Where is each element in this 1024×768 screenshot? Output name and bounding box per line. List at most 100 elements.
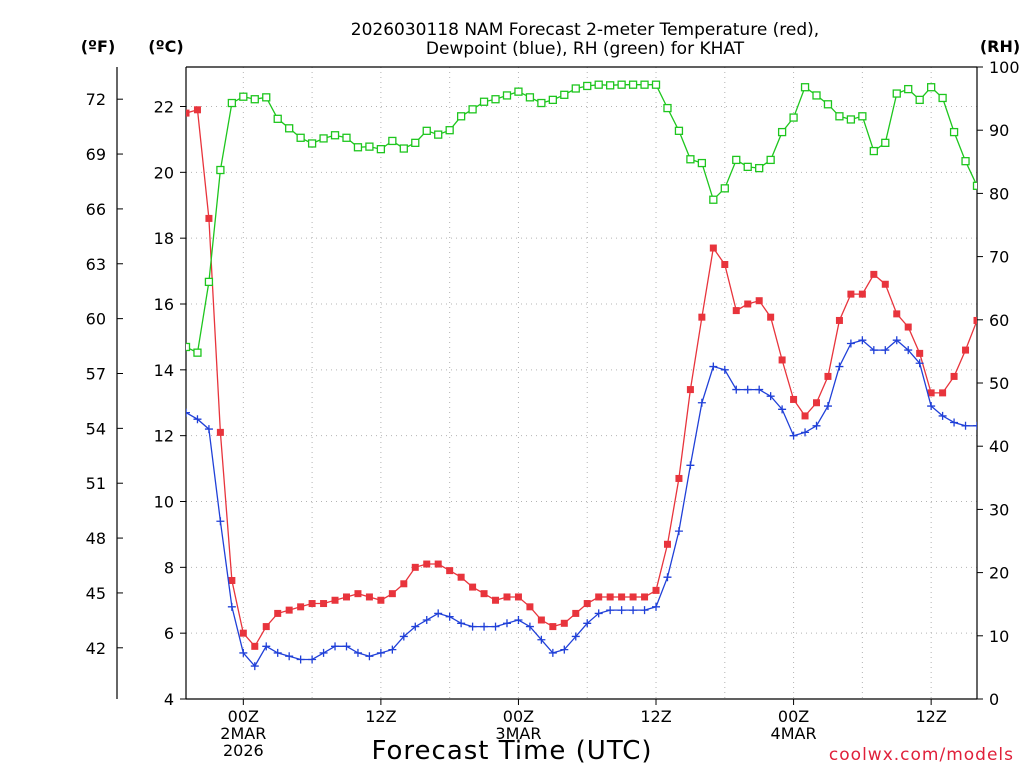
rh-point bbox=[353, 143, 363, 152]
rh-point bbox=[468, 105, 477, 114]
x-tick-label: 4MAR bbox=[771, 724, 817, 743]
rh-point bbox=[709, 195, 718, 204]
dewpoint-point bbox=[720, 365, 729, 374]
x-tick-label: 12Z bbox=[640, 707, 671, 726]
celsius-tick-label: 20 bbox=[154, 163, 174, 182]
dewpoint-point bbox=[766, 392, 775, 401]
rh-point bbox=[663, 103, 672, 113]
dewpoint-point bbox=[686, 461, 695, 470]
dewpoint-point bbox=[537, 635, 546, 644]
temperature-point bbox=[537, 616, 545, 624]
dewpoint-point bbox=[457, 619, 466, 628]
dewpoint-point bbox=[663, 573, 672, 582]
rh-point bbox=[239, 92, 248, 101]
rh-point bbox=[285, 124, 294, 133]
dewpoint-point bbox=[927, 402, 936, 411]
rh-point bbox=[514, 87, 523, 96]
x-tick-label: 12Z bbox=[365, 707, 396, 726]
dewpoint-point bbox=[514, 616, 523, 624]
temperature-point bbox=[927, 389, 935, 397]
dewpoint-point bbox=[950, 418, 959, 427]
dewpoint-point bbox=[273, 648, 282, 657]
temperature-point bbox=[480, 590, 488, 598]
dewpoint-point bbox=[353, 648, 362, 657]
dewpoint-point bbox=[915, 359, 924, 368]
temperature-point bbox=[492, 596, 500, 604]
rh-point bbox=[560, 90, 569, 99]
rh-tick-label: 0 bbox=[989, 690, 999, 709]
rh-point bbox=[846, 115, 856, 124]
rh-point bbox=[651, 80, 661, 89]
rh-point bbox=[628, 80, 638, 89]
dewpoint-point bbox=[961, 421, 970, 430]
rh-point bbox=[789, 113, 798, 122]
temperature-point bbox=[675, 474, 683, 482]
dewpoint-point bbox=[548, 648, 557, 657]
rh-point bbox=[812, 91, 821, 100]
dewpoint-point bbox=[560, 645, 569, 654]
temperature-point bbox=[996, 238, 1003, 245]
fahrenheit-tick-label: 72 bbox=[86, 90, 106, 109]
temperature-point bbox=[767, 313, 775, 321]
dewpoint-point bbox=[858, 336, 867, 345]
temperature-point bbox=[285, 606, 293, 614]
temperature-point bbox=[388, 590, 396, 598]
rh-point bbox=[445, 126, 454, 135]
temperature-point bbox=[583, 600, 591, 608]
temperature-point bbox=[572, 609, 580, 617]
rh-point bbox=[342, 133, 351, 142]
temperature-point bbox=[1019, 212, 1024, 219]
dewpoint-point bbox=[296, 655, 305, 664]
rh-point bbox=[697, 158, 707, 168]
rh-point bbox=[434, 130, 443, 139]
celsius-tick-label: 14 bbox=[154, 361, 174, 380]
temperature-point bbox=[663, 540, 671, 548]
temperature-point bbox=[411, 563, 419, 571]
temperature-point bbox=[216, 428, 224, 436]
rh-point bbox=[617, 80, 626, 89]
celsius-tick-label: 8 bbox=[164, 558, 174, 577]
dewpoint-point bbox=[904, 346, 913, 355]
rh-tick-label: 100 bbox=[989, 58, 1020, 77]
fahrenheit-tick-label: 45 bbox=[86, 584, 106, 603]
rh-tick-label: 30 bbox=[989, 500, 1009, 519]
dewpoint-point bbox=[697, 398, 706, 407]
temperature-point bbox=[595, 593, 603, 601]
temperature-point bbox=[560, 619, 568, 627]
series-group bbox=[186, 80, 1024, 671]
dewpoint-point bbox=[571, 632, 580, 641]
rh-point bbox=[686, 155, 695, 164]
temperature-point bbox=[1008, 205, 1015, 212]
celsius-tick-label: 18 bbox=[154, 229, 174, 248]
rh-tick-label: 60 bbox=[989, 311, 1009, 330]
rh-tick-label: 80 bbox=[989, 184, 1009, 203]
dewpoint-point bbox=[594, 609, 603, 618]
temperature-point bbox=[744, 300, 752, 308]
dewpoint-point bbox=[996, 422, 1004, 430]
x-axis-title: Forecast Time (UTC) bbox=[371, 736, 652, 766]
chart-title-line-1: 2026030118 NAM Forecast 2-meter Temperat… bbox=[351, 20, 819, 40]
temperature-point bbox=[514, 593, 522, 601]
temperature-point bbox=[186, 109, 190, 117]
fahrenheit-tick-label: 54 bbox=[86, 419, 106, 438]
dewpoint-point bbox=[674, 527, 683, 536]
dewpoint-point bbox=[319, 648, 328, 657]
fahrenheit-tick-label: 57 bbox=[86, 364, 106, 383]
celsius-unit-label: (ºC) bbox=[148, 37, 183, 56]
dewpoint-point bbox=[1007, 399, 1015, 407]
rh-point bbox=[216, 165, 225, 175]
x-tick-label: 00Z bbox=[778, 707, 809, 726]
dewpoint-point bbox=[525, 622, 534, 631]
rh-point bbox=[388, 136, 397, 146]
rh-point bbox=[491, 95, 500, 104]
rh-point bbox=[938, 93, 947, 103]
temperature-point bbox=[434, 560, 442, 568]
dewpoint-point bbox=[262, 642, 271, 651]
dewpoint-point bbox=[743, 385, 752, 394]
temperature-point bbox=[354, 590, 362, 598]
dewpoint-point bbox=[938, 411, 947, 420]
dewpoint-point bbox=[1019, 395, 1024, 403]
chart-title-line-2: Dewpoint (blue), RH (green) for KHAT bbox=[426, 39, 745, 59]
temperature-point bbox=[297, 603, 305, 611]
temperature-point bbox=[893, 310, 901, 318]
